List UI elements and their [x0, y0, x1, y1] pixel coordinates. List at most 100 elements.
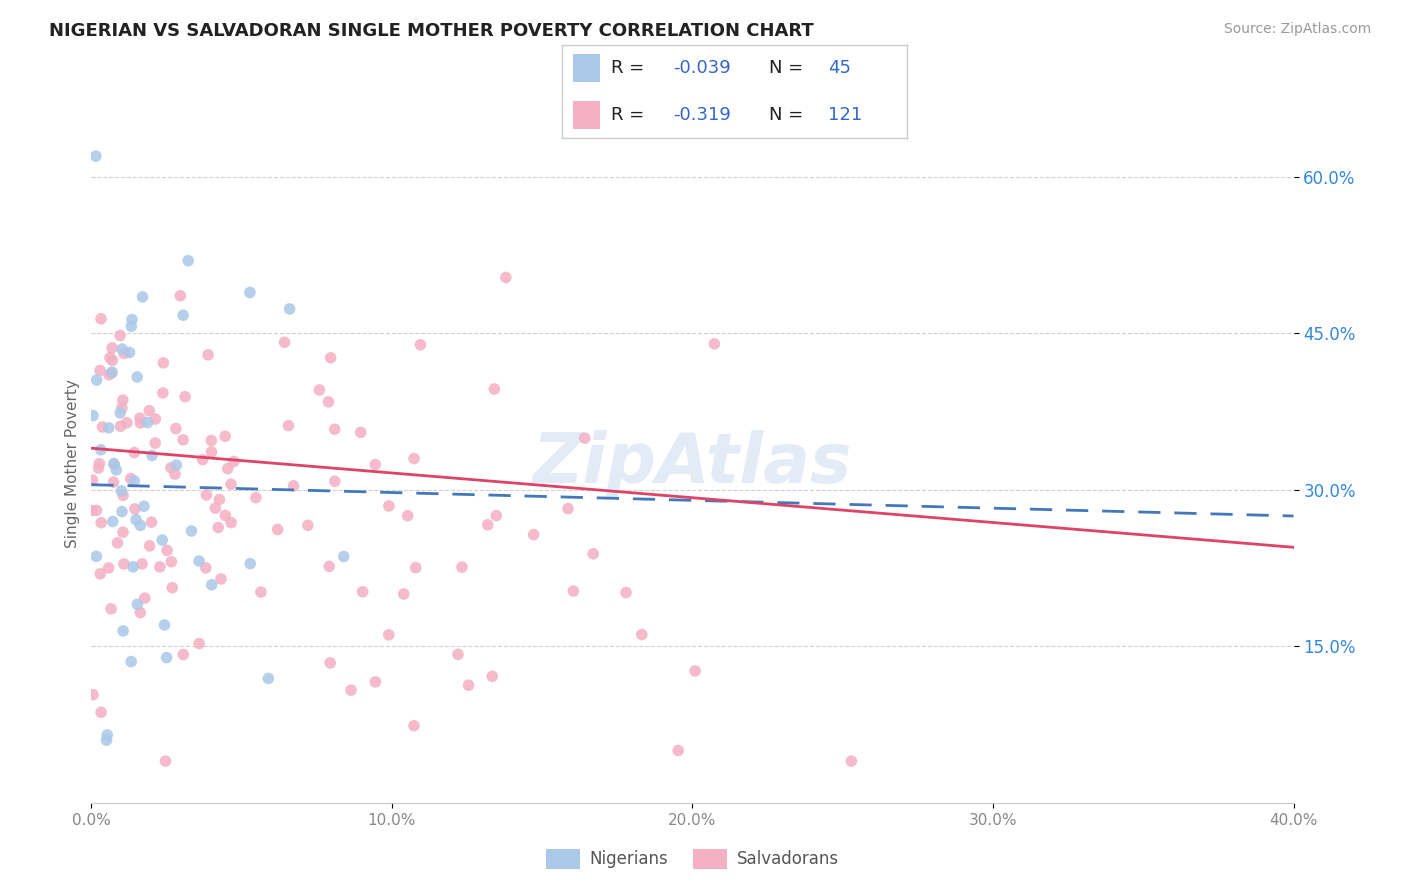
- Point: [86, 503, 108, 517]
- Point: [214, 508, 236, 523]
- Point: [217, 461, 239, 475]
- Point: [160, 555, 183, 569]
- Point: [103, 475, 125, 489]
- Point: [308, 383, 330, 397]
- Point: [174, 390, 197, 404]
- Point: [150, 533, 173, 547]
- Point: [197, 348, 219, 362]
- Point: [188, 636, 211, 650]
- Point: [108, 328, 131, 343]
- Text: -0.319: -0.319: [672, 106, 731, 124]
- Point: [152, 386, 174, 401]
- Point: [153, 618, 176, 632]
- Point: [90, 442, 112, 457]
- Point: [89, 363, 111, 377]
- Point: [495, 270, 517, 285]
- Point: [396, 508, 419, 523]
- Point: [277, 418, 299, 433]
- Point: [266, 523, 288, 537]
- Point: [447, 648, 470, 662]
- Point: [219, 477, 242, 491]
- Text: -0.039: -0.039: [672, 59, 730, 77]
- Point: [239, 285, 262, 300]
- Point: [101, 365, 124, 379]
- Point: [165, 458, 187, 472]
- Point: [101, 353, 124, 368]
- Point: [378, 499, 401, 513]
- Point: [82, 473, 104, 487]
- Point: [405, 560, 427, 574]
- Text: 121: 121: [828, 106, 862, 124]
- Point: [155, 650, 177, 665]
- Point: [152, 356, 174, 370]
- Point: [103, 457, 125, 471]
- Point: [125, 513, 148, 527]
- Point: [82, 688, 104, 702]
- Point: [112, 624, 135, 638]
- Point: [129, 416, 152, 430]
- Y-axis label: Single Mother Poverty: Single Mother Poverty: [65, 379, 80, 549]
- Point: [112, 557, 135, 571]
- Point: [129, 518, 152, 533]
- Point: [257, 672, 280, 686]
- Point: [392, 587, 415, 601]
- Point: [127, 370, 149, 384]
- Text: Source: ZipAtlas.com: Source: ZipAtlas.com: [1223, 22, 1371, 37]
- Text: R =: R =: [610, 106, 650, 124]
- Point: [111, 393, 134, 408]
- Point: [122, 559, 145, 574]
- Point: [352, 584, 374, 599]
- Point: [100, 366, 122, 380]
- Point: [136, 416, 159, 430]
- Point: [141, 449, 163, 463]
- Point: [127, 597, 149, 611]
- Point: [149, 560, 172, 574]
- Point: [84, 149, 107, 163]
- Point: [143, 412, 166, 426]
- Point: [209, 572, 232, 586]
- Point: [457, 678, 479, 692]
- Point: [191, 452, 214, 467]
- Point: [111, 401, 134, 416]
- Point: [112, 346, 135, 360]
- Point: [115, 416, 138, 430]
- Point: [90, 516, 112, 530]
- Point: [319, 351, 342, 365]
- Point: [402, 451, 425, 466]
- Point: [120, 471, 142, 485]
- Point: [120, 319, 142, 334]
- Point: [108, 406, 131, 420]
- Point: [200, 445, 222, 459]
- Point: [200, 434, 222, 448]
- Point: [451, 560, 474, 574]
- Point: [201, 578, 224, 592]
- Bar: [572, 54, 600, 82]
- Point: [86, 373, 108, 387]
- Point: [82, 409, 104, 423]
- Text: R =: R =: [610, 59, 650, 77]
- Point: [194, 561, 217, 575]
- Point: [239, 557, 262, 571]
- Point: [111, 505, 134, 519]
- Point: [172, 308, 194, 322]
- Point: [118, 345, 141, 359]
- Point: [582, 547, 605, 561]
- Point: [134, 591, 156, 606]
- Point: [332, 549, 354, 564]
- Point: [250, 585, 273, 599]
- Point: [156, 543, 179, 558]
- Point: [177, 253, 200, 268]
- Point: [163, 467, 186, 481]
- Point: [105, 463, 128, 477]
- Point: [214, 429, 236, 443]
- Bar: [572, 101, 600, 129]
- Point: [101, 515, 124, 529]
- Point: [141, 515, 163, 529]
- Point: [574, 431, 596, 445]
- Point: [318, 559, 340, 574]
- Point: [378, 628, 401, 642]
- Point: [131, 290, 153, 304]
- Point: [364, 458, 387, 472]
- Point: [208, 492, 231, 507]
- Point: [630, 627, 652, 641]
